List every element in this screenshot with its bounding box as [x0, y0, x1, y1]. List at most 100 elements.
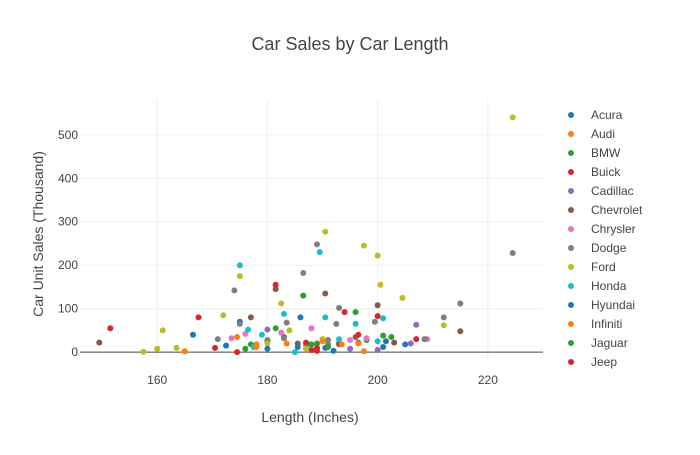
- legend-item-label: Cadillac: [591, 184, 634, 198]
- legend-item-label: Jeep: [591, 355, 617, 369]
- data-point: [333, 320, 340, 327]
- data-point: [272, 286, 279, 293]
- data-point: [330, 347, 337, 354]
- legend-marker: [568, 169, 574, 175]
- y-tick-label: 400: [58, 171, 78, 185]
- data-point: [360, 242, 367, 249]
- chart-title: Car Sales by Car Length: [251, 34, 448, 54]
- data-point: [347, 337, 354, 343]
- data-point: [374, 338, 381, 345]
- data-point: [228, 335, 235, 342]
- data-point: [319, 338, 326, 345]
- data-point: [294, 343, 301, 350]
- data-point: [391, 339, 398, 346]
- data-point: [341, 309, 348, 316]
- legend-item-label: Chevrolet: [591, 203, 643, 217]
- data-point: [154, 345, 161, 352]
- data-point: [355, 331, 362, 338]
- data-point: [322, 314, 329, 321]
- x-tick-label: 180: [257, 373, 277, 387]
- legend-marker: [568, 150, 574, 156]
- legend-item-label: Acura: [591, 108, 623, 122]
- data-point: [316, 249, 323, 256]
- legend-marker: [568, 245, 574, 251]
- data-point: [264, 340, 271, 347]
- legend-item-label: Infiniti: [591, 317, 622, 331]
- data-point: [352, 320, 359, 327]
- x-tick-label: 220: [478, 373, 498, 387]
- data-point: [286, 327, 293, 334]
- x-tick-label: 200: [368, 373, 388, 387]
- data-point: [338, 341, 345, 348]
- data-point: [371, 318, 378, 325]
- data-point: [189, 331, 196, 338]
- data-point: [413, 336, 420, 343]
- data-point: [297, 314, 304, 321]
- data-point: [173, 344, 180, 351]
- data-point: [264, 326, 271, 333]
- legend-marker: [568, 264, 574, 270]
- data-point: [300, 270, 307, 277]
- legend-item-label: Ford: [591, 260, 616, 274]
- legend-marker: [568, 131, 574, 137]
- data-point: [236, 273, 243, 280]
- data-point: [380, 315, 387, 322]
- data-point: [245, 326, 252, 333]
- data-point: [291, 349, 298, 356]
- data-point: [421, 336, 428, 343]
- data-point: [223, 342, 230, 349]
- data-point: [402, 341, 409, 348]
- data-point: [380, 332, 387, 339]
- y-tick-label: 300: [58, 215, 78, 229]
- data-point: [413, 321, 420, 328]
- legend-marker: [568, 359, 574, 365]
- y-tick-label: 100: [58, 302, 78, 316]
- data-point: [214, 336, 221, 343]
- legend-marker: [568, 302, 574, 308]
- legend-item-label: Honda: [591, 279, 627, 293]
- data-point: [234, 349, 241, 356]
- data-point: [280, 335, 287, 342]
- data-point: [355, 340, 362, 347]
- legend-item-label: Buick: [591, 165, 621, 179]
- data-point: [388, 333, 395, 340]
- data-point: [509, 114, 516, 121]
- legend-layer: Acura Audi BMW Buick Cadillac Chevrolet Chrysl…: [568, 108, 643, 369]
- data-point: [283, 340, 290, 347]
- legend-item-label: Hyundai: [591, 298, 635, 312]
- data-point: [440, 314, 447, 321]
- y-tick-label: 0: [71, 345, 78, 359]
- data-point: [283, 319, 290, 326]
- data-point: [302, 345, 309, 352]
- legend-marker: [568, 188, 574, 194]
- data-point: [377, 281, 384, 288]
- data-point: [308, 347, 315, 353]
- data-point: [374, 347, 381, 353]
- data-point: [399, 294, 406, 301]
- data-point: [360, 348, 367, 355]
- data-point: [278, 300, 285, 307]
- y-tick-label: 500: [58, 128, 78, 142]
- data-point: [407, 340, 414, 347]
- data-point: [300, 292, 307, 299]
- points-layer: [96, 114, 516, 356]
- data-point: [140, 348, 147, 355]
- data-point: [181, 348, 188, 355]
- data-point: [308, 341, 315, 348]
- data-point: [212, 344, 219, 351]
- data-point: [382, 338, 389, 345]
- legend-item-label: Dodge: [591, 241, 627, 255]
- data-point: [272, 325, 279, 332]
- legend-marker: [568, 207, 574, 213]
- data-point: [314, 347, 321, 354]
- axis-layer: 160 180 200 220 0 100 200 300 400 500: [58, 128, 498, 387]
- y-axis-title: Car Unit Sales (Thousand): [30, 151, 46, 317]
- data-point: [231, 287, 238, 294]
- data-point: [272, 281, 279, 288]
- data-point: [325, 337, 332, 343]
- data-point: [314, 340, 321, 347]
- y-tick-label: 200: [58, 258, 78, 272]
- data-point: [220, 312, 227, 319]
- legend-item-label: Chrysler: [591, 222, 636, 236]
